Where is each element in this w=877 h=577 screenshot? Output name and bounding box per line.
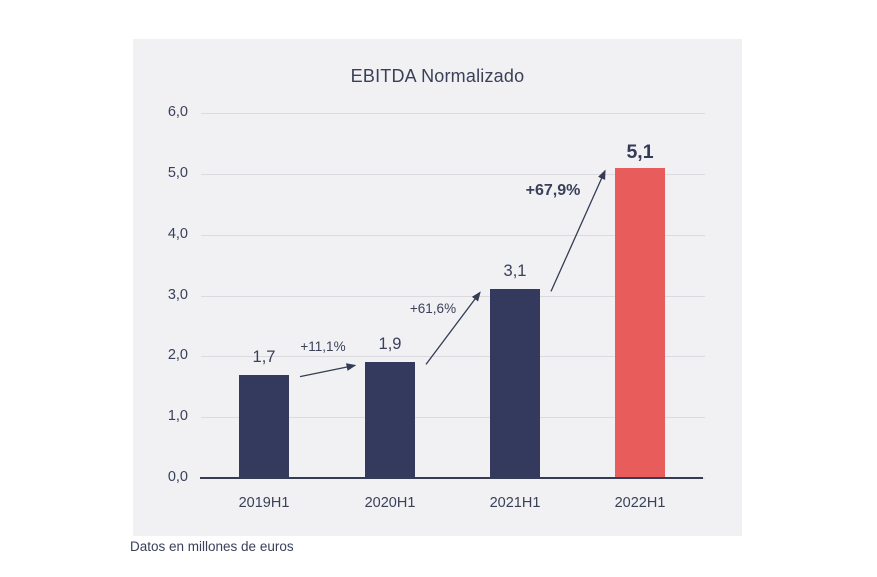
growth-percent-label: +11,1%: [300, 339, 346, 354]
bar-value-label: 3,1: [503, 262, 527, 281]
y-axis-tick-label: 2,0: [167, 347, 188, 364]
chart-panel: EBITDA Normalizado 0,0 1,0 2,0 3,0 4,0 5,0 6,0…: [133, 39, 742, 536]
growth-arrow: [299, 363, 357, 378]
bar-2021H1: [490, 289, 540, 478]
y-axis-tick-label: 1,0: [167, 408, 188, 425]
bar-value-label: 5,1: [626, 140, 654, 163]
x-axis-tick-label: 2019H1: [238, 495, 290, 511]
bar-2019H1: [239, 374, 289, 478]
x-axis-tick-label: 2021H1: [489, 495, 541, 511]
gridline-3,0: [201, 295, 705, 297]
bar-2022H1: [615, 167, 665, 478]
x-axis-tick-label: 2020H1: [364, 495, 416, 511]
bar-value-label: 1,7: [252, 347, 276, 366]
bar-value-label: 1,9: [378, 335, 402, 354]
growth-arrow: [425, 291, 481, 365]
chart-title: EBITDA Normalizado: [350, 66, 525, 86]
y-axis-tick-label: 6,0: [167, 104, 188, 120]
gridline-6,0: [201, 113, 705, 114]
growth-percent-label: +67,9%: [525, 182, 581, 199]
y-axis-tick-label: 4,0: [167, 225, 188, 242]
footer-note: Datos en millones de euros: [130, 539, 294, 554]
gridline-2,0: [201, 356, 705, 358]
y-axis-tick-label: 5,0: [167, 164, 188, 181]
plot-area: 0,0 1,0 2,0 3,0 4,0 5,0 6,0 1,7 2019H1 1,9 2020H1 3…: [133, 39, 742, 536]
growth-arrow: [550, 169, 606, 292]
bar-2020H1: [365, 362, 415, 478]
gridline-5,0: [201, 173, 705, 175]
growth-percent-label: +61,6%: [409, 301, 457, 316]
x-axis-tick-label: 2022H1: [614, 495, 666, 511]
y-axis-tick-label: 0,0: [167, 469, 188, 485]
gridline-4,0: [201, 234, 705, 236]
x-axis-line: [200, 477, 703, 479]
arrows-overlay: [299, 169, 606, 378]
gridline-1,0: [201, 417, 705, 419]
y-axis-tick-label: 3,0: [167, 286, 188, 303]
